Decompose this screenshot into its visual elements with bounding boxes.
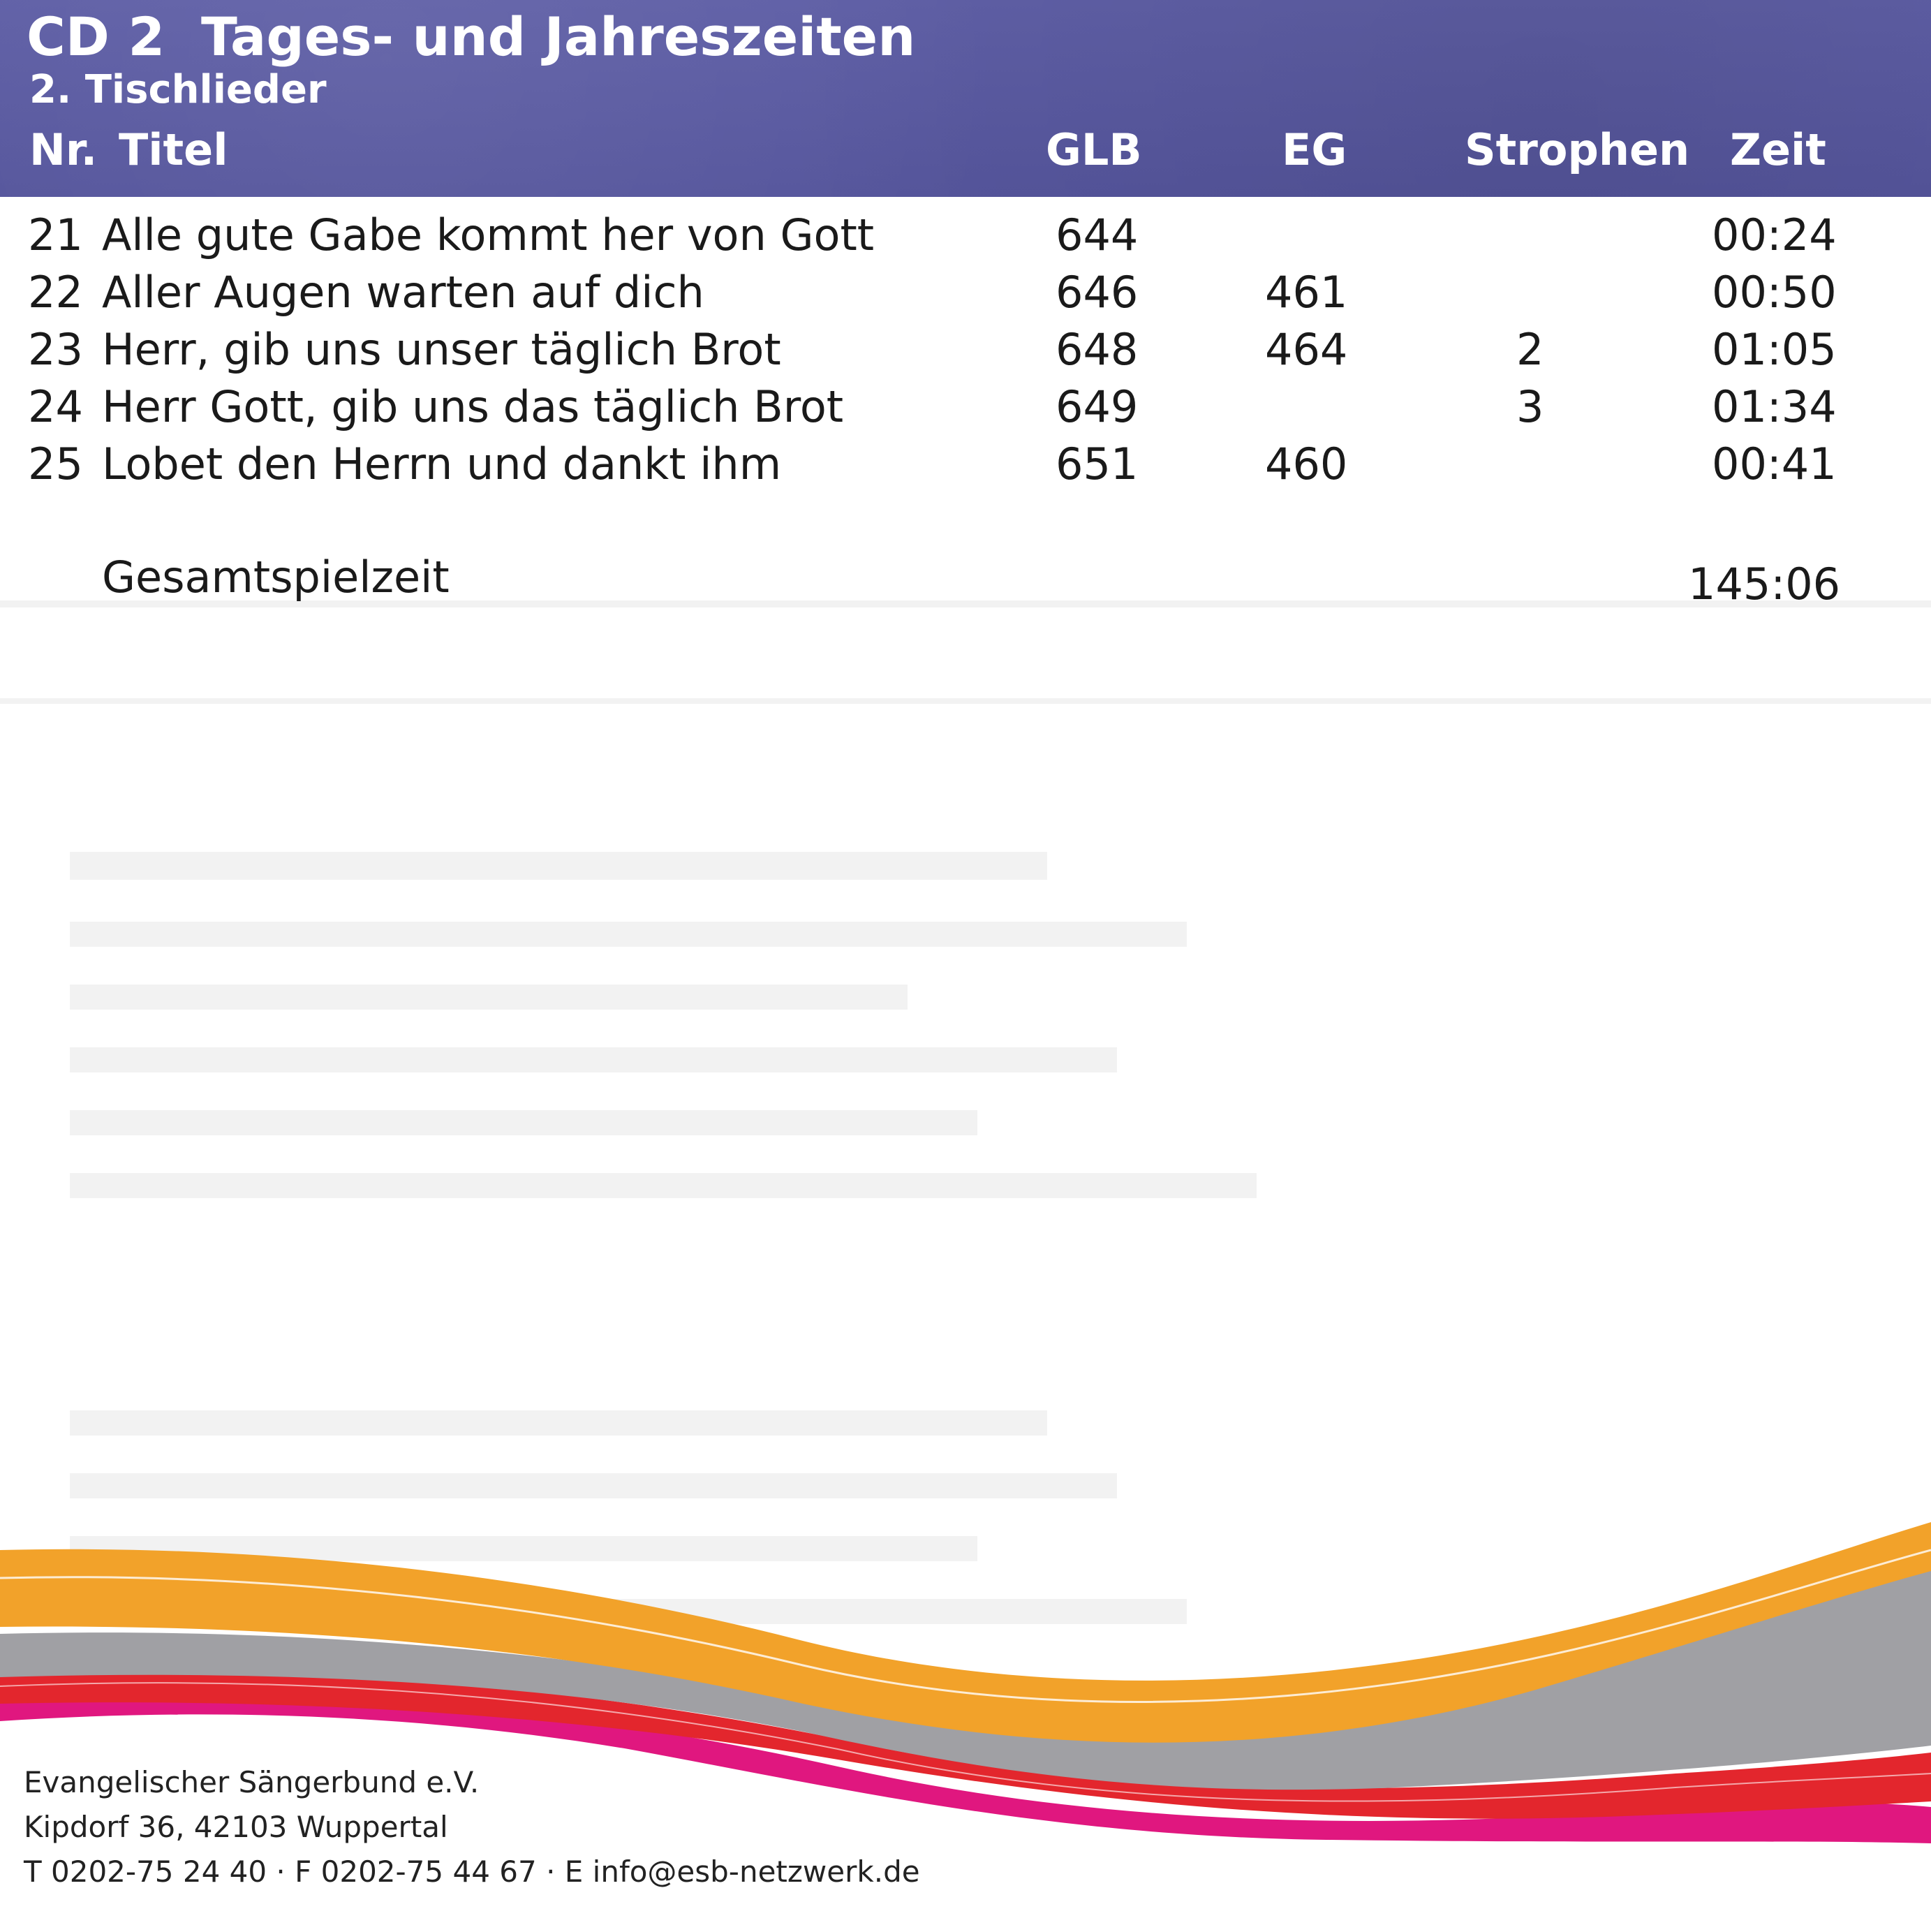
track-glb: 648 <box>1056 324 1139 375</box>
cd-number: CD 2 <box>27 6 165 68</box>
column-header-glb: GLB <box>1046 124 1142 175</box>
table-row: 24 Herr Gott, gib uns das täglich Brot 6… <box>0 381 1931 438</box>
track-time: 00:24 <box>1712 209 1837 260</box>
publisher-name: Evangelischer Sängerbund e.V. <box>24 1765 480 1799</box>
column-header-zeit: Zeit <box>1730 124 1826 175</box>
column-header-strophen: Strophen <box>1465 124 1690 175</box>
track-eg: 461 <box>1265 267 1348 318</box>
table-row: 23 Herr, gib uns unser täglich Brot 648 … <box>0 324 1931 381</box>
red-wave <box>0 1672 1931 1819</box>
track-eg: 464 <box>1265 324 1348 375</box>
track-time: 01:05 <box>1712 324 1837 375</box>
track-number: 25 <box>28 438 83 489</box>
publisher-contact: T 0202-75 24 40 · F 0202-75 44 67 · E in… <box>24 1854 920 1889</box>
table-row: 21 Alle gute Gabe kommt her von Gott 644… <box>0 209 1931 267</box>
table-row: 22 Aller Augen warten auf dich 646 461 0… <box>0 267 1931 324</box>
decorative-wave-band <box>0 1522 1931 1843</box>
track-title: Aller Augen warten auf dich <box>102 267 704 318</box>
page-title: Tages- und Jahreszeiten <box>201 6 916 68</box>
track-time: 00:41 <box>1712 438 1837 489</box>
column-header-nr: Nr. <box>29 124 98 175</box>
track-number: 22 <box>28 267 83 318</box>
track-title: Lobet den Herrn und dankt ihm <box>102 438 782 489</box>
track-glb: 651 <box>1056 438 1139 489</box>
orange-wave <box>0 1522 1931 1743</box>
track-strophen: 3 <box>1516 381 1544 432</box>
total-playtime-label: Gesamtspielzeit <box>102 552 450 603</box>
track-number: 21 <box>28 209 83 260</box>
track-title: Alle gute Gabe kommt her von Gott <box>102 209 875 260</box>
track-glb: 646 <box>1056 267 1139 318</box>
track-title: Herr Gott, gib uns das täglich Brot <box>102 381 844 432</box>
column-header-eg: EG <box>1282 124 1347 175</box>
track-time: 00:50 <box>1712 267 1837 318</box>
track-number: 23 <box>28 324 83 375</box>
column-header-titel: Titel <box>119 124 228 175</box>
track-number: 24 <box>28 381 83 432</box>
total-playtime-value: 145:06 <box>1688 559 1841 610</box>
publisher-address: Kipdorf 36, 42103 Wuppertal <box>24 1810 448 1844</box>
magenta-wave <box>0 1693 1931 1843</box>
table-row: 25 Lobet den Herrn und dankt ihm 651 460… <box>0 438 1931 496</box>
track-time: 01:34 <box>1712 381 1837 432</box>
track-glb: 649 <box>1056 381 1139 432</box>
header-banner: CD 2 Tages- und Jahreszeiten 2. Tischlie… <box>0 0 1931 197</box>
track-title: Herr, gib uns unser täglich Brot <box>102 324 781 375</box>
section-subtitle: 2. Tischlieder <box>29 67 327 112</box>
track-eg: 460 <box>1265 438 1348 489</box>
track-glb: 644 <box>1056 209 1139 260</box>
gray-wave <box>0 1561 1931 1790</box>
track-strophen: 2 <box>1516 324 1544 375</box>
